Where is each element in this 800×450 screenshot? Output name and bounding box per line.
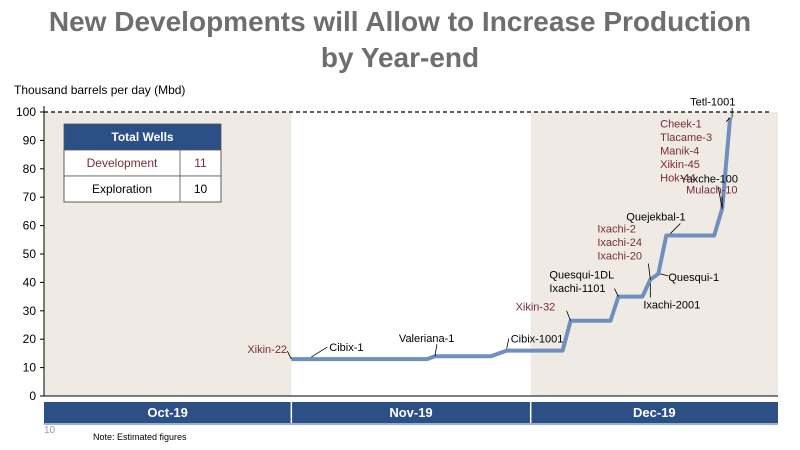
annotation-label: Xikin-45 <box>660 159 700 171</box>
annotation: Mulach-10 <box>686 185 738 209</box>
annotation-leader <box>506 338 510 349</box>
page-number: 10 <box>44 425 56 436</box>
annotation-label: Tlacame-3 <box>660 132 712 144</box>
annotation-label: Quejekbal-1 <box>626 212 685 224</box>
table-border <box>63 123 222 203</box>
y-tick-label: 50 <box>23 247 37 261</box>
annotation-label: Tetl-1001 <box>690 97 735 109</box>
annotation-leader <box>614 288 619 297</box>
annotation: Tetl-1001 <box>690 97 735 118</box>
annotation-label: Manik-4 <box>660 146 699 158</box>
annotation-label: Quesqui-1DL <box>549 270 614 282</box>
y-tick-label: 0 <box>29 389 36 403</box>
month-label: Nov-19 <box>389 405 432 420</box>
annotation-label: Ixachi-1101 <box>549 283 605 295</box>
month-label: Oct-19 <box>147 405 187 420</box>
total-wells-table: Total Wells Development 11 Exploration 10 <box>63 123 222 203</box>
table-row-label: Exploration <box>92 182 152 196</box>
annotation-label: Ixachi-20 <box>597 251 642 263</box>
y-tick-label: 90 <box>23 133 37 147</box>
annotation-leader <box>647 263 651 280</box>
page-title: New Developments will Allow to Increase … <box>0 4 800 76</box>
annotation: Ixachi-2001 <box>643 283 700 312</box>
month-cell <box>44 402 292 423</box>
annotation-label: Xikin-32 <box>516 302 556 314</box>
footnote: Note: Estimated figures <box>93 432 187 442</box>
y-tick-label: 30 <box>23 304 37 318</box>
annotation-label: Cibix-1 <box>329 342 363 354</box>
annotation: Quejekbal-1 <box>626 212 686 234</box>
table-header: Total Wells <box>111 130 174 144</box>
annotation-label: Mulach-10 <box>686 185 737 197</box>
annotation-leader <box>566 310 571 321</box>
annotation-label: Hok-44 <box>660 173 695 185</box>
table-row <box>63 149 222 177</box>
month-label: Dec-19 <box>633 405 676 420</box>
table-row-label: Development <box>87 156 158 170</box>
annotation-label: Cibix-1001 <box>511 334 564 346</box>
annotation: Yaxche-100 <box>680 174 738 209</box>
annotation-label: Quesqui-1 <box>668 272 719 284</box>
annotation-leader <box>286 350 292 360</box>
annotation: Cibix-1001 <box>506 334 564 349</box>
annotation-label: Ixachi-2001 <box>643 300 700 312</box>
annotation: Xikin-22 <box>247 344 292 360</box>
annotation-label: Cheek-1 <box>660 119 702 131</box>
table-row <box>63 175 222 203</box>
y-tick-label: 80 <box>23 162 37 176</box>
annotation-label: Ixachi-24 <box>597 237 642 249</box>
band-dec <box>530 112 778 396</box>
table-header-bg <box>64 124 221 150</box>
annotation: Cibix-1 <box>311 342 364 358</box>
annotation-label: Valeriana-1 <box>399 333 454 345</box>
y-tick-label: 40 <box>23 275 37 289</box>
table-row-value: 11 <box>194 156 207 170</box>
y-tick-label: 10 <box>23 361 37 375</box>
annotation-leader <box>717 186 723 209</box>
annotation: Quesqui-1 <box>660 272 719 284</box>
month-cell <box>291 402 531 423</box>
annotation-leader <box>660 273 669 277</box>
y-tick-label: 70 <box>23 190 37 204</box>
annotation-label: Xikin-22 <box>247 344 287 356</box>
annotation-leader <box>725 117 731 122</box>
y-tick-label: 100 <box>16 105 36 119</box>
y-axis-label: Thousand barrels per day (Mbd) <box>14 83 186 97</box>
table-row-value: 10 <box>194 182 208 196</box>
annotation-leader <box>670 223 681 234</box>
annotation-label: Yaxche-100 <box>680 174 738 186</box>
y-tick-label: 60 <box>23 219 37 233</box>
annotation-label: Ixachi-2 <box>597 224 636 236</box>
y-tick-label: 20 <box>23 332 37 346</box>
title-line-2: by Year-end <box>320 42 480 73</box>
annotation-leader <box>311 346 328 358</box>
annotation: Xikin-32 <box>516 302 571 321</box>
month-bar-underline <box>44 423 778 425</box>
production-line <box>291 117 733 362</box>
annotation: Valeriana-1 <box>399 333 454 357</box>
annotation-leader <box>434 344 438 357</box>
month-cell <box>530 402 778 423</box>
title-line-1: New Developments will Allow to Increase … <box>48 6 752 37</box>
